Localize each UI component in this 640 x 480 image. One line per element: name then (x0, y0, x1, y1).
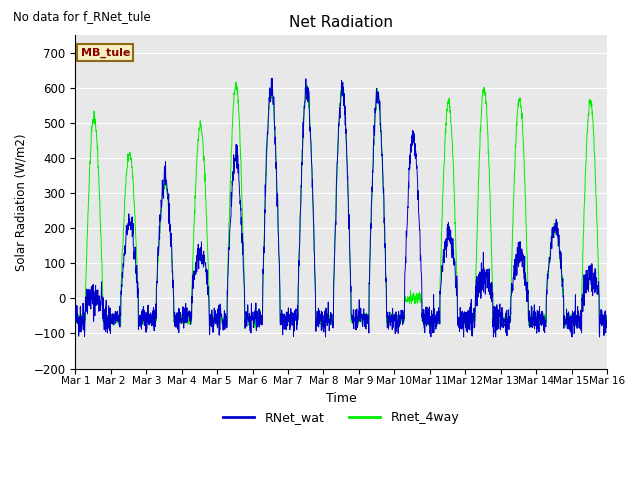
Text: No data for f_RNet_tule: No data for f_RNet_tule (13, 10, 150, 23)
Legend: RNet_wat, Rnet_4way: RNet_wat, Rnet_4way (218, 406, 464, 429)
Y-axis label: Solar Radiation (W/m2): Solar Radiation (W/m2) (15, 133, 28, 271)
Text: MB_tule: MB_tule (81, 48, 130, 58)
Title: Net Radiation: Net Radiation (289, 15, 393, 30)
X-axis label: Time: Time (326, 392, 356, 405)
